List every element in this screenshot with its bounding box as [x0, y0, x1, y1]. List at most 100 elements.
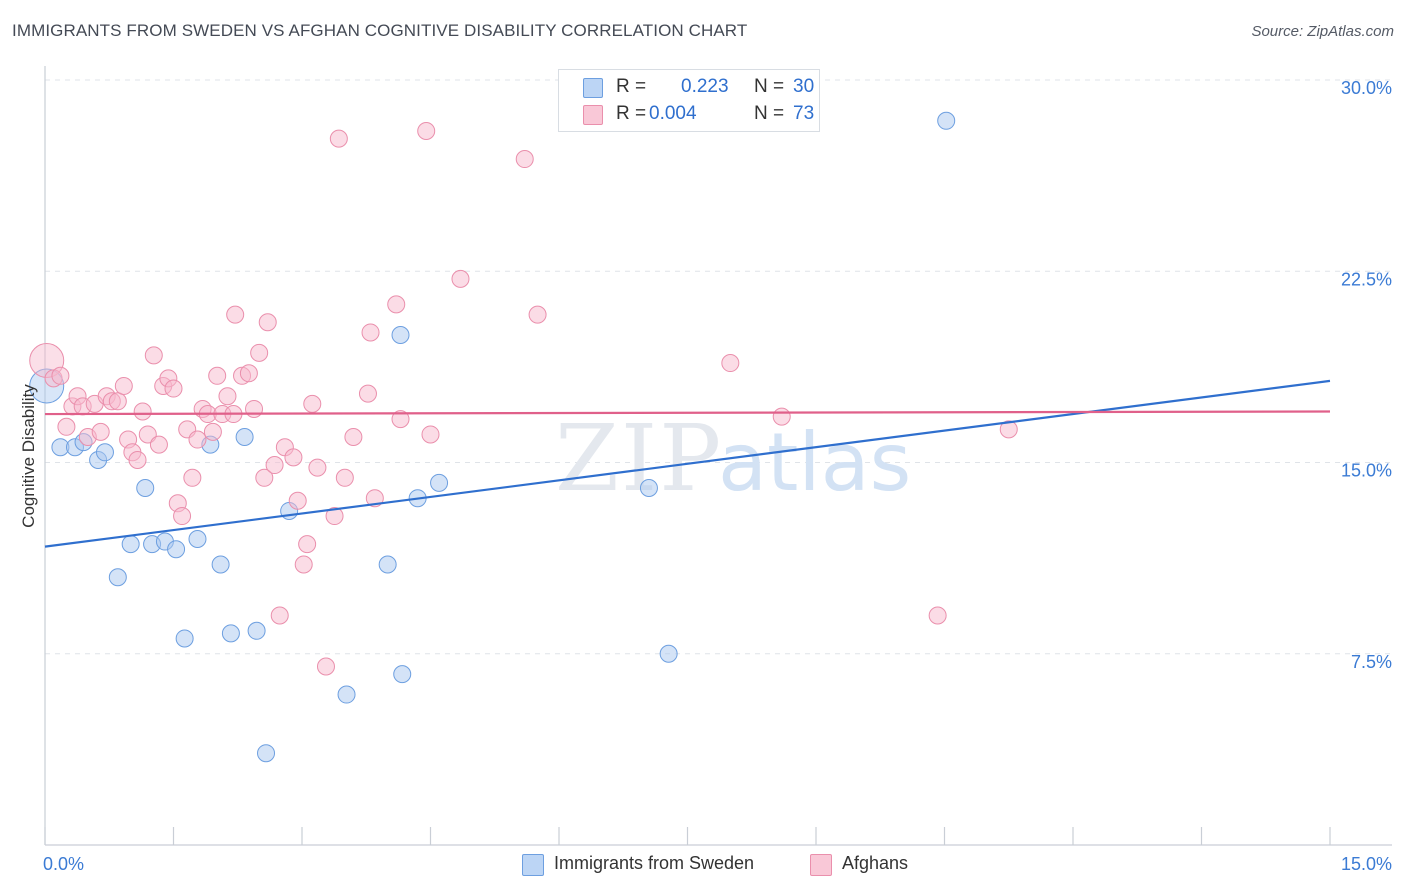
sweden-point: [95, 443, 114, 462]
afghans-point: [284, 448, 303, 467]
axes-layer: 7.5% 15.0% 22.5% 30.0% 0.0% 15.0%: [43, 66, 1392, 874]
sweden-point: [175, 629, 194, 648]
legend-r-value-sweden: 0.223: [681, 76, 729, 97]
afghans-point: [183, 468, 202, 487]
sweden-point: [235, 428, 254, 446]
y-tick-label: 30.0%: [1341, 78, 1392, 98]
bottom-legend-label-sweden: Immigrants from Sweden: [554, 853, 755, 873]
afghans-point: [303, 394, 322, 413]
afghans-point: [329, 129, 348, 148]
afghans-point: [133, 402, 152, 421]
source-credit: Source: ZipAtlas.com: [1251, 23, 1394, 40]
watermark-zip: ZIP: [555, 405, 723, 512]
sweden-point: [393, 665, 412, 684]
sweden-point: [221, 624, 240, 643]
sweden-point: [121, 535, 140, 554]
x-tick-label: 15.0%: [1341, 854, 1392, 874]
afghans-point: [218, 387, 237, 406]
sweden-point: [167, 540, 186, 559]
legend-r-label: R =: [616, 103, 647, 124]
afghans-point: [57, 417, 76, 436]
afghans-point: [203, 422, 222, 441]
afghans-point: [108, 392, 127, 411]
sweden-point: [211, 555, 230, 574]
sweden-point: [391, 326, 410, 344]
afghans-point: [417, 122, 436, 140]
bottom-legend-label-afghans: Afghans: [842, 853, 909, 873]
afghans-point: [128, 450, 147, 469]
sweden-point: [337, 685, 356, 704]
afghans-point: [91, 422, 110, 441]
afghans-point: [528, 305, 547, 324]
afghans-point: [316, 657, 335, 676]
afghans-point: [258, 313, 277, 332]
legend-n-label: N =: [754, 103, 785, 124]
sweden-trend-line: [44, 379, 1331, 548]
sweden-point: [108, 568, 127, 587]
sweden-point: [257, 744, 276, 763]
afghans-point: [721, 354, 740, 373]
afghans-point: [298, 535, 317, 554]
y-tick-label: 22.5%: [1341, 269, 1392, 289]
x-tick-label: 0.0%: [43, 854, 84, 874]
afghans-point: [239, 364, 258, 383]
points-layer: [29, 111, 1018, 763]
afghans-point: [365, 489, 384, 508]
afghans-point: [144, 346, 163, 365]
afghans-point: [149, 435, 168, 454]
legend-swatch-sweden: [583, 78, 603, 98]
y-tick-label: 15.0%: [1341, 461, 1392, 481]
sweden-point: [430, 473, 449, 492]
y-axis-label: Cognitive Disability: [19, 384, 38, 528]
legend-n-value-sweden: 30: [793, 76, 815, 97]
afghans-point: [999, 420, 1018, 439]
afghans-point: [114, 377, 133, 395]
afghans-point: [245, 399, 264, 418]
afghans-point: [361, 323, 380, 342]
afghans-point: [255, 468, 274, 487]
sweden-point: [937, 111, 956, 130]
afghans-point: [294, 555, 313, 574]
sweden-point: [188, 530, 207, 548]
y-tick-label: 7.5%: [1351, 652, 1392, 672]
afghans-point: [387, 295, 406, 314]
afghans-point: [772, 407, 791, 426]
watermark: ZIP atlas: [555, 405, 911, 512]
afghans-point: [164, 379, 183, 398]
afghans-point: [928, 606, 947, 625]
sweden-point: [659, 644, 678, 663]
sweden-point: [136, 479, 155, 497]
afghans-point: [265, 456, 284, 475]
legend-n-label: N =: [754, 76, 785, 97]
afghans-point: [325, 507, 344, 526]
legend-swatch-afghans: [583, 105, 603, 125]
afghans-point: [358, 384, 377, 403]
sweden-point: [247, 621, 266, 640]
legend-r-label: R =: [616, 76, 647, 97]
afghans-point: [208, 366, 227, 385]
afghans-point: [270, 606, 289, 625]
afghans-point: [226, 305, 245, 324]
afghans-point: [344, 428, 363, 446]
sweden-point: [639, 479, 658, 497]
chart-title: IMMIGRANTS FROM SWEDEN VS AFGHAN COGNITI…: [12, 21, 748, 40]
afghans-point: [421, 425, 440, 444]
afghans-point: [173, 507, 192, 526]
bottom-legend-swatch-sweden: [522, 854, 544, 876]
afghans-point: [335, 468, 354, 487]
trend-layer: [44, 379, 1331, 548]
afghans-point: [288, 491, 307, 510]
legend-r-value-afghans: 0.004: [649, 103, 697, 124]
correlation-legend: R = 0.223 N = 30 R = 0.004 N = 73: [558, 69, 820, 132]
afghans-point: [451, 269, 470, 288]
watermark-atlas: atlas: [718, 416, 911, 509]
afghans-point: [250, 343, 269, 362]
afghans-point: [188, 430, 207, 449]
sweden-point: [378, 555, 397, 574]
afghans-point: [515, 150, 534, 169]
afghans-point: [308, 458, 327, 477]
afghans-point: [391, 410, 410, 429]
afghans-point: [138, 425, 157, 444]
legend-n-value-afghans: 73: [793, 103, 815, 124]
